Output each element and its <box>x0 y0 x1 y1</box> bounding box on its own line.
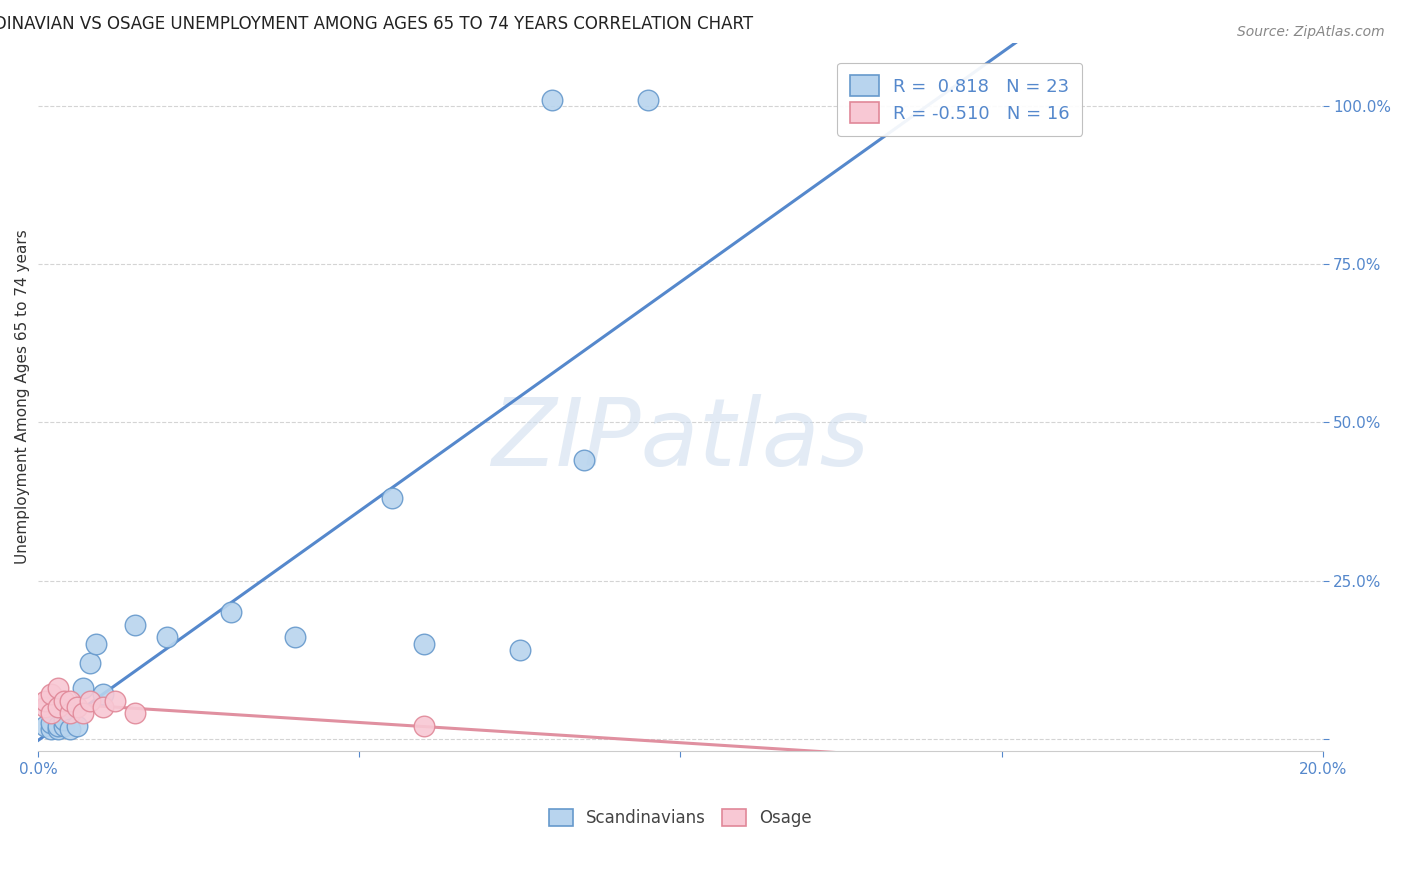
Point <box>72 706 94 721</box>
Point <box>46 719 69 733</box>
Point <box>39 715 62 730</box>
Point <box>34 700 56 714</box>
Point <box>104 694 127 708</box>
Point <box>34 719 56 733</box>
Point <box>53 713 76 727</box>
Point <box>91 700 114 714</box>
Point <box>412 719 434 733</box>
Point <box>59 706 82 721</box>
Point <box>39 688 62 702</box>
Point <box>34 694 56 708</box>
Point <box>59 694 82 708</box>
Point <box>509 643 531 657</box>
Point <box>53 719 76 733</box>
Point <box>59 723 82 737</box>
Point <box>91 688 114 702</box>
Point <box>53 694 76 708</box>
Point <box>46 723 69 737</box>
Point <box>39 723 62 737</box>
Y-axis label: Unemployment Among Ages 65 to 74 years: Unemployment Among Ages 65 to 74 years <box>15 230 30 565</box>
Point <box>46 681 69 695</box>
Point <box>79 694 101 708</box>
Point <box>66 719 89 733</box>
Point <box>380 491 402 506</box>
Point <box>412 637 434 651</box>
Text: Source: ZipAtlas.com: Source: ZipAtlas.com <box>1237 25 1385 39</box>
Point <box>284 631 307 645</box>
Point <box>572 453 595 467</box>
Point <box>219 605 242 619</box>
Point <box>637 93 659 107</box>
Point <box>39 706 62 721</box>
Point <box>84 637 107 651</box>
Legend: Scandinavians, Osage: Scandinavians, Osage <box>543 802 818 834</box>
Point <box>156 631 179 645</box>
Text: SCANDINAVIAN VS OSAGE UNEMPLOYMENT AMONG AGES 65 TO 74 YEARS CORRELATION CHART: SCANDINAVIAN VS OSAGE UNEMPLOYMENT AMONG… <box>0 15 754 33</box>
Point <box>541 93 564 107</box>
Point <box>66 700 89 714</box>
Point <box>124 617 146 632</box>
Point <box>46 700 69 714</box>
Point <box>79 656 101 670</box>
Point <box>72 681 94 695</box>
Text: ZIPatlas: ZIPatlas <box>492 394 869 485</box>
Point <box>124 706 146 721</box>
